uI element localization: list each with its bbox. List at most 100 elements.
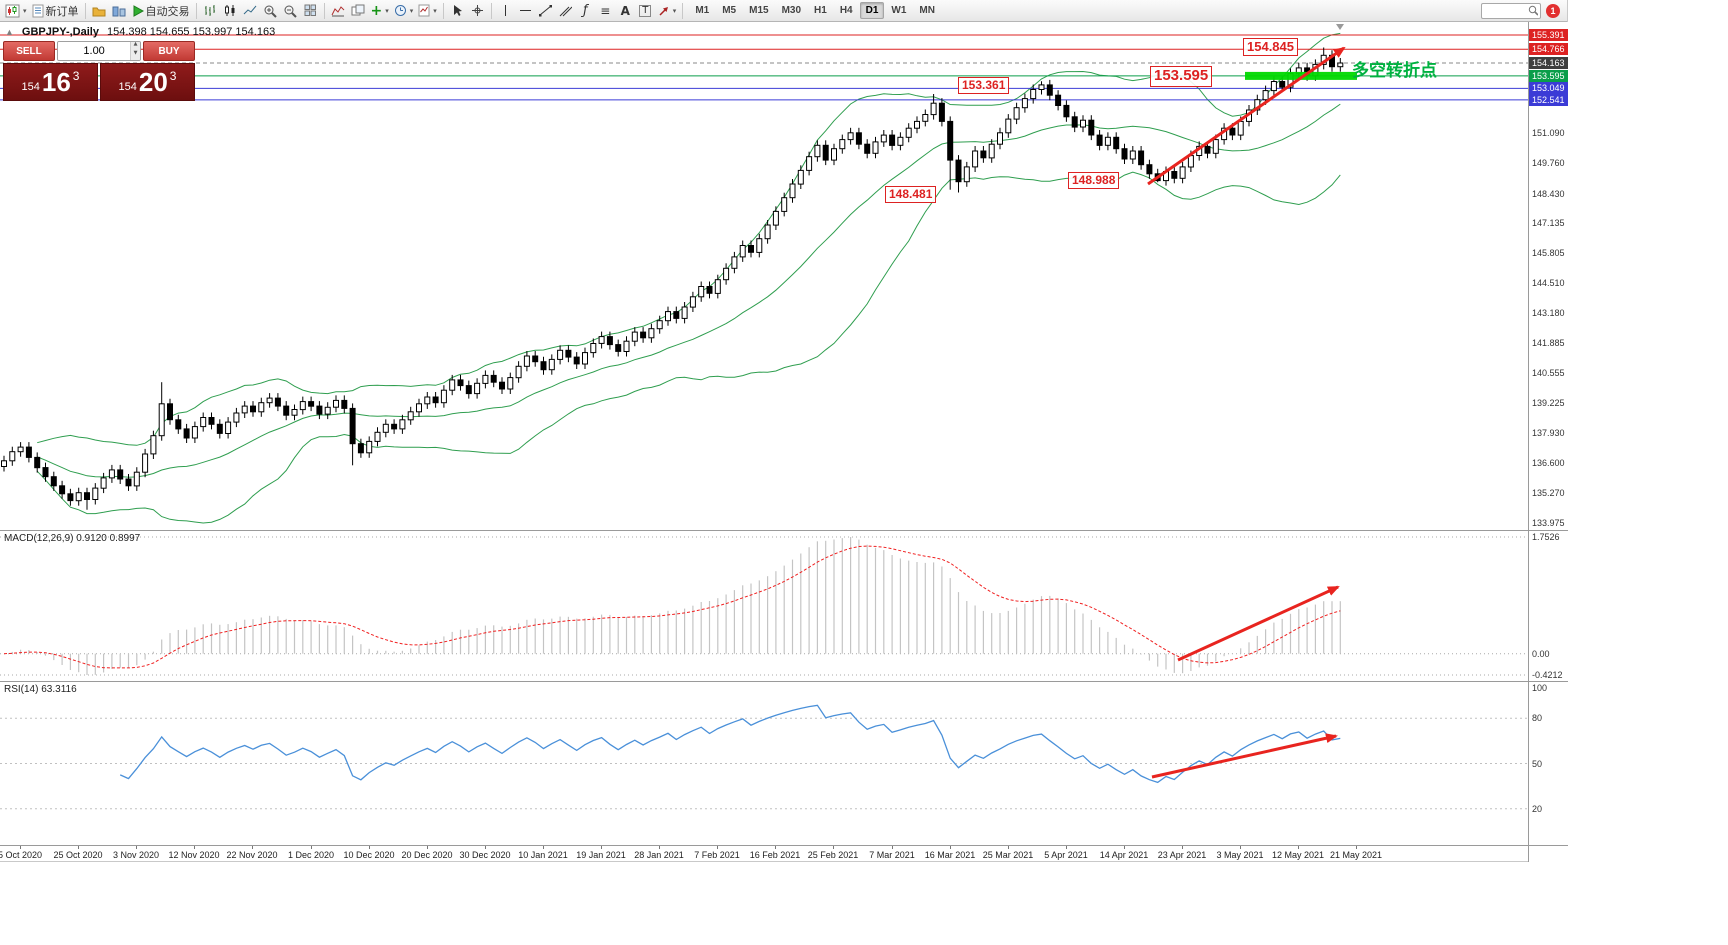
timeframe-H1[interactable]: H1 xyxy=(814,5,827,16)
price-axis[interactable]: 151.090 149.760 148.430 147.135 145.805 144.5… xyxy=(1528,22,1568,862)
macd-scale-min: -0.4212 xyxy=(1532,670,1563,680)
volume-input[interactable] xyxy=(58,42,131,60)
date-tick xyxy=(427,846,428,849)
timeframe-M1[interactable]: M1 xyxy=(695,5,710,16)
pane-separator xyxy=(1529,845,1568,846)
price-tag: 152.541 xyxy=(1529,94,1568,106)
date-axis-label: 30 Dec 2020 xyxy=(459,850,511,860)
profiles-icon xyxy=(112,6,126,16)
price-callout[interactable]: 153.595 xyxy=(1150,66,1213,87)
date-axis-label: 28 Jan 2021 xyxy=(634,850,684,860)
arrows-tool[interactable]: ▾ xyxy=(656,2,679,20)
tile-windows-button[interactable] xyxy=(301,2,320,20)
rsi-scale-label: 50 xyxy=(1532,759,1543,769)
timeframe-D1[interactable]: D1 xyxy=(859,2,885,19)
price-axis-label: 133.975 xyxy=(1532,518,1565,528)
timeframe-M5[interactable]: M5 xyxy=(722,5,737,16)
buy-button[interactable]: BUY xyxy=(143,41,195,61)
buy-price-display[interactable]: 154 20 3 xyxy=(100,63,195,101)
price-axis-label: 135.270 xyxy=(1532,488,1565,498)
indicators-button[interactable] xyxy=(329,2,348,20)
timeframe-W1[interactable]: W1 xyxy=(891,5,907,16)
date-axis[interactable]: 5 Oct 2020 25 Oct 2020 3 Nov 2020 12 Nov 20… xyxy=(0,845,1528,862)
volume-up-button[interactable]: ▲ xyxy=(131,42,140,51)
date-axis-label: 12 May 2021 xyxy=(1271,850,1325,860)
macd-chart[interactable] xyxy=(0,531,1528,681)
text-icon: A xyxy=(620,3,630,18)
date-tick xyxy=(892,846,893,849)
trendline-icon xyxy=(538,5,552,17)
crosshair-tool[interactable] xyxy=(468,2,487,20)
vertical-line-icon xyxy=(504,5,506,16)
price-callout[interactable]: 153.361 xyxy=(958,77,1010,94)
text-label-tool[interactable]: T xyxy=(636,2,655,20)
price-axis-label: 140.555 xyxy=(1532,368,1565,378)
date-axis-label: 16 Mar 2021 xyxy=(924,850,976,860)
volume-down-button[interactable]: ▼ xyxy=(131,51,140,60)
oneclick-collapse-button[interactable]: ▲ xyxy=(5,27,14,37)
sell-price-display[interactable]: 154 16 3 xyxy=(3,63,98,101)
date-axis-label: 5 Oct 2020 xyxy=(0,850,43,860)
date-tick xyxy=(717,846,718,849)
text-tool[interactable]: A xyxy=(616,2,635,20)
price-tag: 154.766 xyxy=(1529,43,1568,55)
timeframe-H4[interactable]: H4 xyxy=(839,5,853,16)
arrange-windows-button[interactable] xyxy=(349,2,368,20)
chart-window: ▲ GBPJPY-,Daily 154.398 154.655 153.997 … xyxy=(0,22,1568,862)
price-tag: 154.163 xyxy=(1529,57,1568,69)
volume-field[interactable]: ▲ ▼ xyxy=(57,41,141,61)
main-chart-pane[interactable]: ▲ GBPJPY-,Daily 154.398 154.655 153.997 … xyxy=(0,22,1528,530)
rsi-pane[interactable]: RSI(14) 63.3116 xyxy=(0,681,1528,845)
fibonacci-tool[interactable]: ƒ xyxy=(576,2,595,20)
search-input[interactable] xyxy=(1484,5,1526,16)
arrange-windows-icon xyxy=(351,4,365,16)
horizontal-line-tool[interactable] xyxy=(516,2,535,20)
price-axis-label: 151.090 xyxy=(1532,128,1565,138)
new-order-button[interactable]: 新订单 xyxy=(30,2,81,20)
price-axis-label: 149.760 xyxy=(1532,158,1565,168)
chart-note[interactable]: 多空转折点 xyxy=(1352,61,1437,80)
buy-price-sup: 3 xyxy=(169,69,177,83)
periods-button[interactable]: ▾ xyxy=(392,2,416,20)
fibonacci-icon: ƒ xyxy=(583,3,588,18)
candlestick-chart-button[interactable] xyxy=(221,2,240,20)
search-box[interactable] xyxy=(1481,2,1541,19)
channel-tool[interactable] xyxy=(556,2,575,20)
date-tick xyxy=(543,846,544,849)
sell-button[interactable]: SELL xyxy=(3,41,55,61)
cursor-tool[interactable] xyxy=(448,2,467,20)
macd-pane[interactable]: MACD(12,26,9) 0.9120 0.8997 xyxy=(0,530,1528,681)
price-callout[interactable]: 148.481 xyxy=(885,186,937,203)
zoom-out-button[interactable] xyxy=(281,2,300,20)
price-callout[interactable]: 154.845 xyxy=(1243,38,1298,57)
new-chart-button[interactable]: ▾ xyxy=(3,2,29,20)
autotrading-button[interactable]: 自动交易 xyxy=(130,2,192,20)
candlestick-chart[interactable] xyxy=(0,22,1528,530)
timeframe-MN[interactable]: MN xyxy=(919,5,935,16)
history-center-button[interactable] xyxy=(90,2,109,20)
profiles-button[interactable] xyxy=(110,2,129,20)
rsi-scale-label: 100 xyxy=(1532,683,1548,693)
templates-button[interactable]: ▾ xyxy=(416,2,439,20)
line-chart-button[interactable] xyxy=(241,2,260,20)
trendline-tool[interactable] xyxy=(536,2,555,20)
add-indicator-button[interactable]: + ▾ xyxy=(370,2,389,19)
notification-badge[interactable]: 1 xyxy=(1546,3,1560,18)
clock-icon xyxy=(394,5,406,16)
one-click-trading-panel: SELL ▲ ▼ BUY 154 16 xyxy=(3,41,195,101)
timeframe-M30[interactable]: M30 xyxy=(781,5,802,16)
date-axis-label: 22 Nov 2020 xyxy=(226,850,278,860)
rsi-chart[interactable] xyxy=(0,682,1528,845)
price-axis-label: 143.180 xyxy=(1532,308,1565,318)
vertical-line-tool[interactable] xyxy=(496,2,515,20)
date-axis-label: 25 Mar 2021 xyxy=(982,850,1034,860)
bar-chart-button[interactable] xyxy=(201,2,220,20)
date-axis-label: 3 Nov 2020 xyxy=(112,850,160,860)
date-axis-label: 7 Mar 2021 xyxy=(869,850,915,860)
timeframe-M15[interactable]: M15 xyxy=(749,5,769,16)
date-axis-label: 14 Apr 2021 xyxy=(1099,850,1149,860)
price-axis-label: 147.135 xyxy=(1532,218,1565,228)
objects-list-tool[interactable]: ≡ xyxy=(596,2,615,20)
zoom-in-button[interactable] xyxy=(261,2,280,20)
price-callout[interactable]: 148.988 xyxy=(1068,172,1120,189)
